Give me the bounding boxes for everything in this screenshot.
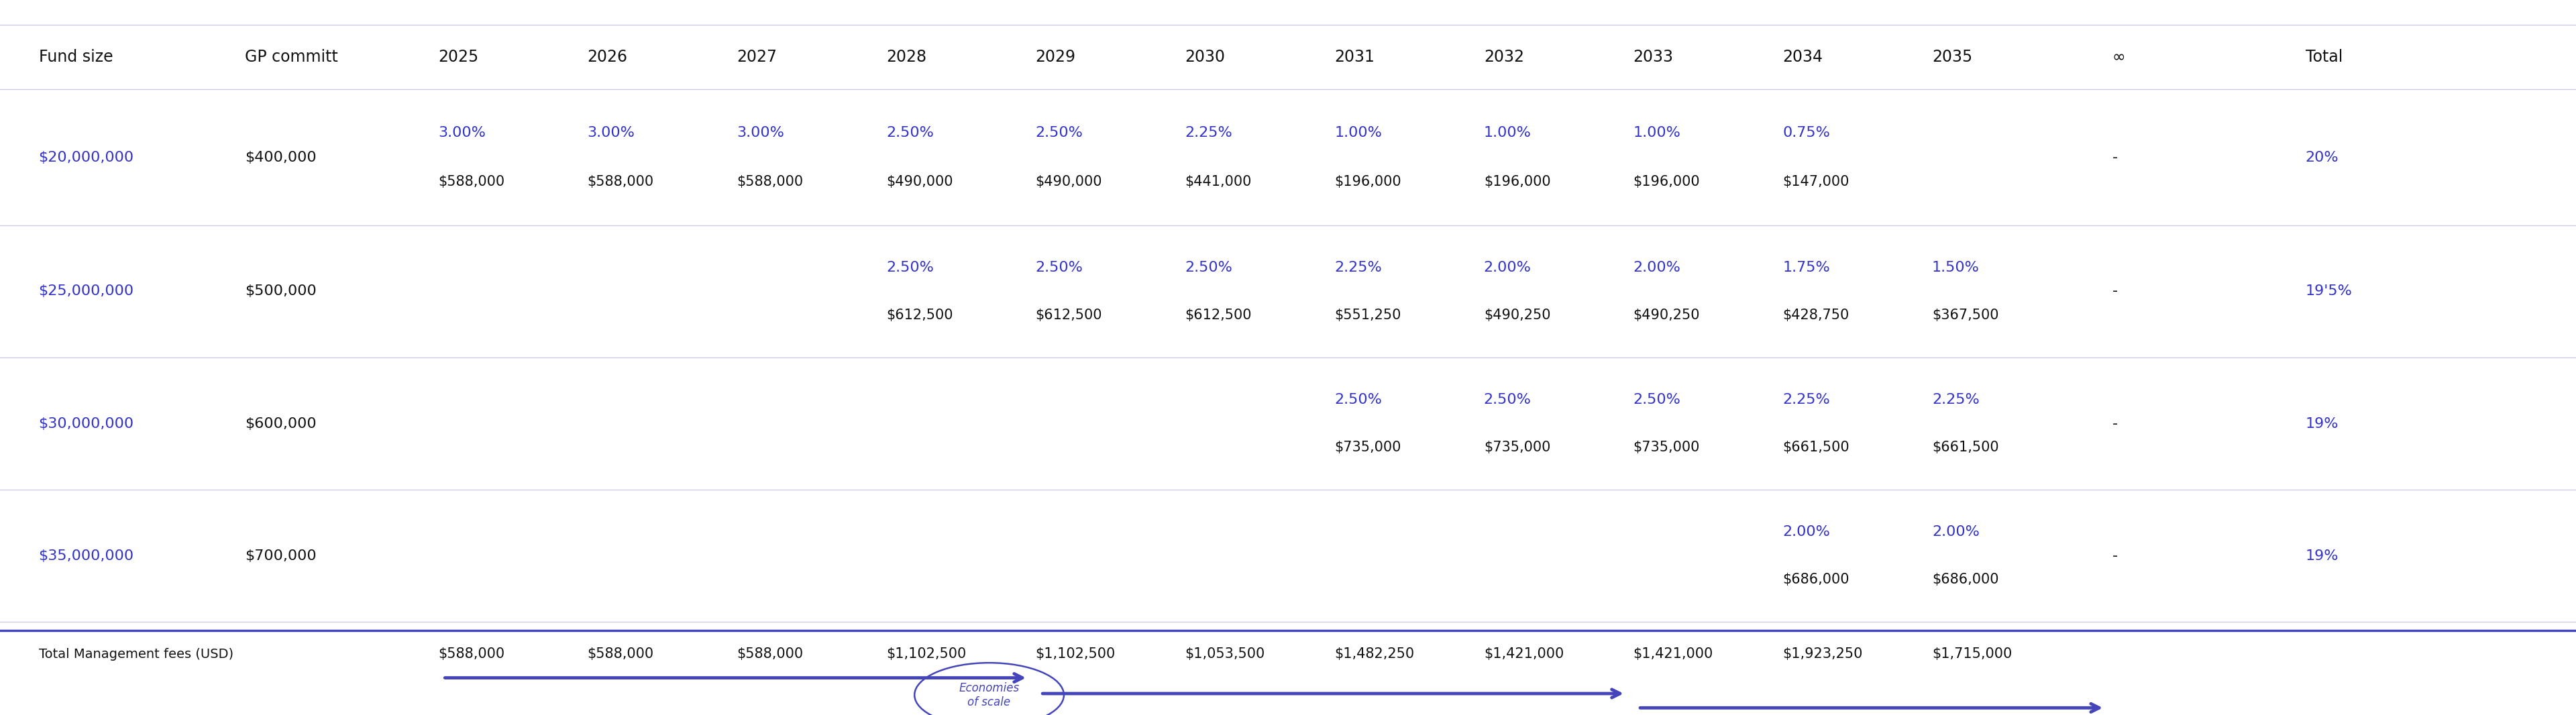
- Text: $196,000: $196,000: [1334, 175, 1401, 189]
- Text: $735,000: $735,000: [1633, 440, 1700, 454]
- Text: 2.50%: 2.50%: [1185, 261, 1231, 275]
- Text: $612,500: $612,500: [886, 308, 953, 322]
- Text: 2025: 2025: [438, 49, 479, 65]
- Text: -: -: [2112, 417, 2117, 430]
- Text: 3.00%: 3.00%: [737, 126, 783, 139]
- Text: 1.00%: 1.00%: [1334, 126, 1381, 139]
- Text: $1,421,000: $1,421,000: [1633, 648, 1713, 661]
- Text: Economies
of scale: Economies of scale: [958, 682, 1020, 708]
- Text: 2029: 2029: [1036, 49, 1077, 65]
- Text: 2034: 2034: [1783, 49, 1824, 65]
- Text: $20,000,000: $20,000,000: [39, 151, 134, 164]
- Text: 2032: 2032: [1484, 49, 1525, 65]
- Text: $1,482,250: $1,482,250: [1334, 648, 1414, 661]
- Text: $196,000: $196,000: [1633, 175, 1700, 189]
- Text: 2031: 2031: [1334, 49, 1376, 65]
- Text: 2026: 2026: [587, 49, 629, 65]
- Text: $428,750: $428,750: [1783, 308, 1850, 322]
- Text: Total: Total: [2306, 49, 2342, 65]
- Text: 2.50%: 2.50%: [1633, 393, 1680, 407]
- Text: $1,053,500: $1,053,500: [1185, 648, 1265, 661]
- Text: 2.25%: 2.25%: [1334, 261, 1381, 275]
- Text: 2.25%: 2.25%: [1185, 126, 1231, 139]
- Text: 19%: 19%: [2306, 417, 2339, 430]
- Text: $1,421,000: $1,421,000: [1484, 648, 1564, 661]
- Text: $1,102,500: $1,102,500: [886, 648, 966, 661]
- Text: $367,500: $367,500: [1932, 308, 1999, 322]
- Text: 2.50%: 2.50%: [1036, 261, 1082, 275]
- Text: $1,923,250: $1,923,250: [1783, 648, 1862, 661]
- Text: 2.00%: 2.00%: [1484, 261, 1530, 275]
- Text: 2.25%: 2.25%: [1932, 393, 1978, 407]
- Text: $490,250: $490,250: [1484, 308, 1551, 322]
- Text: $588,000: $588,000: [587, 648, 654, 661]
- Text: $588,000: $588,000: [737, 648, 804, 661]
- Text: $612,500: $612,500: [1036, 308, 1103, 322]
- Text: 1.75%: 1.75%: [1783, 261, 1829, 275]
- Text: $686,000: $686,000: [1932, 573, 1999, 586]
- Text: GP committ: GP committ: [245, 49, 337, 65]
- Text: 2.00%: 2.00%: [1783, 526, 1829, 539]
- Text: $25,000,000: $25,000,000: [39, 285, 134, 298]
- Text: 2.25%: 2.25%: [1783, 393, 1829, 407]
- Text: $551,250: $551,250: [1334, 308, 1401, 322]
- Text: -: -: [2112, 549, 2117, 563]
- Text: Total Management fees (USD): Total Management fees (USD): [39, 648, 234, 661]
- Text: $1,102,500: $1,102,500: [1036, 648, 1115, 661]
- Text: $490,000: $490,000: [886, 175, 953, 189]
- Text: $400,000: $400,000: [245, 151, 317, 164]
- Text: $196,000: $196,000: [1484, 175, 1551, 189]
- Text: 2.00%: 2.00%: [1633, 261, 1680, 275]
- Text: $735,000: $735,000: [1334, 440, 1401, 454]
- Text: 19'5%: 19'5%: [2306, 285, 2352, 298]
- Text: -: -: [2112, 285, 2117, 298]
- Text: 2030: 2030: [1185, 49, 1226, 65]
- Text: 19%: 19%: [2306, 549, 2339, 563]
- Text: $588,000: $588,000: [587, 175, 654, 189]
- Text: 2028: 2028: [886, 49, 927, 65]
- Text: $600,000: $600,000: [245, 417, 317, 430]
- Text: 2.50%: 2.50%: [886, 126, 933, 139]
- Text: $686,000: $686,000: [1783, 573, 1850, 586]
- Text: 20%: 20%: [2306, 151, 2339, 164]
- Text: $588,000: $588,000: [737, 175, 804, 189]
- Text: 2.50%: 2.50%: [1334, 393, 1381, 407]
- Text: $30,000,000: $30,000,000: [39, 417, 134, 430]
- Text: $588,000: $588,000: [438, 175, 505, 189]
- Text: 2027: 2027: [737, 49, 778, 65]
- Text: 3.00%: 3.00%: [587, 126, 634, 139]
- Text: $661,500: $661,500: [1783, 440, 1850, 454]
- Text: 3.00%: 3.00%: [438, 126, 484, 139]
- Text: 2033: 2033: [1633, 49, 1674, 65]
- Text: Fund size: Fund size: [39, 49, 113, 65]
- Text: $441,000: $441,000: [1185, 175, 1252, 189]
- Text: $490,250: $490,250: [1633, 308, 1700, 322]
- Text: $147,000: $147,000: [1783, 175, 1850, 189]
- Text: -: -: [2112, 151, 2117, 164]
- Text: $661,500: $661,500: [1932, 440, 1999, 454]
- Text: ∞: ∞: [2112, 49, 2125, 65]
- Text: 1.00%: 1.00%: [1484, 126, 1530, 139]
- Text: $612,500: $612,500: [1185, 308, 1252, 322]
- Text: $490,000: $490,000: [1036, 175, 1103, 189]
- Text: 2.50%: 2.50%: [1036, 126, 1082, 139]
- Text: 1.50%: 1.50%: [1932, 261, 1978, 275]
- Text: 2.50%: 2.50%: [886, 261, 933, 275]
- Text: $700,000: $700,000: [245, 549, 317, 563]
- Text: $1,715,000: $1,715,000: [1932, 648, 2012, 661]
- Text: 2.50%: 2.50%: [1484, 393, 1530, 407]
- Text: 1.00%: 1.00%: [1633, 126, 1680, 139]
- Text: 2035: 2035: [1932, 49, 1973, 65]
- Text: 0.75%: 0.75%: [1783, 126, 1829, 139]
- Text: $588,000: $588,000: [438, 648, 505, 661]
- Text: 2.00%: 2.00%: [1932, 526, 1978, 539]
- Text: $735,000: $735,000: [1484, 440, 1551, 454]
- Text: $500,000: $500,000: [245, 285, 317, 298]
- Text: $35,000,000: $35,000,000: [39, 549, 134, 563]
